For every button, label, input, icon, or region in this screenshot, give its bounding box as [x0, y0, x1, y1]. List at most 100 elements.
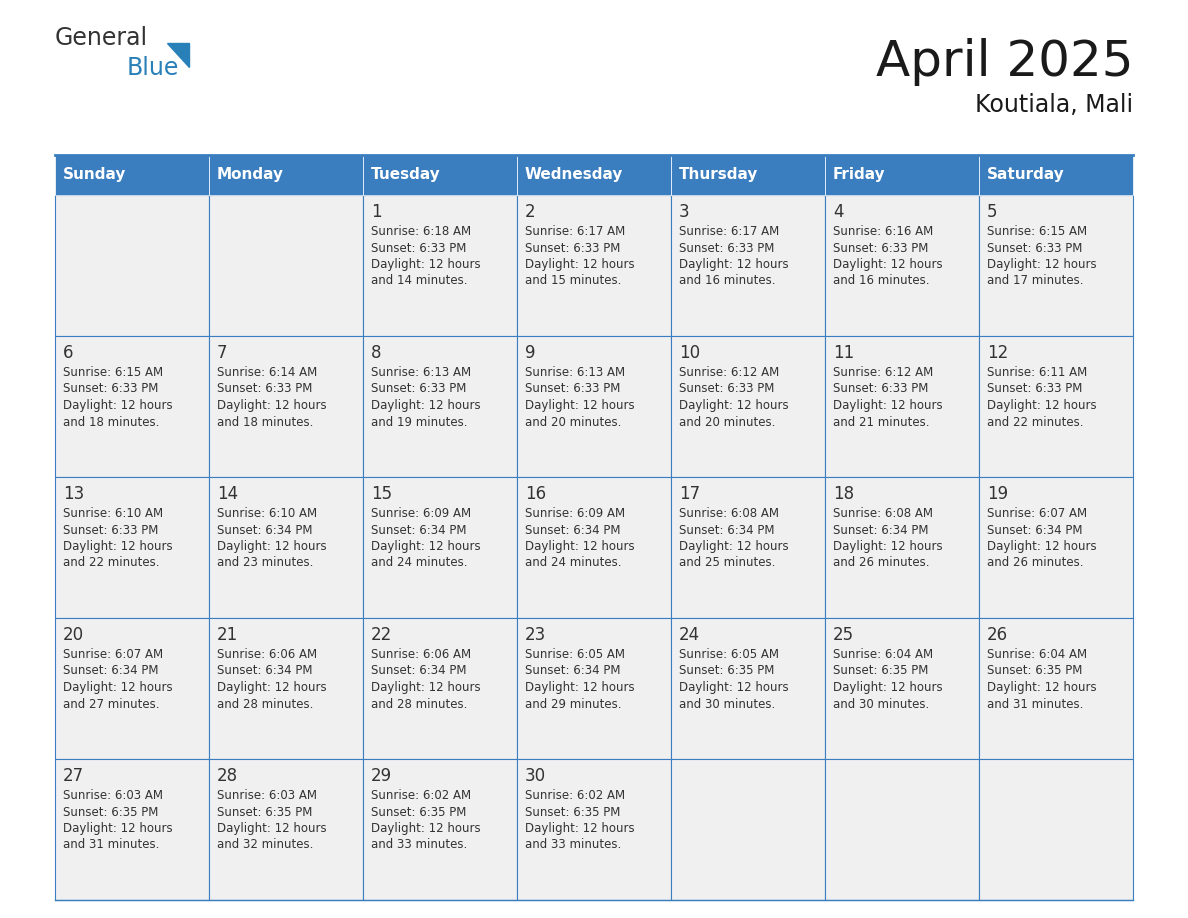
Bar [979, 155, 1133, 195]
Text: and 32 minutes.: and 32 minutes. [217, 838, 314, 852]
Text: Sunset: 6:33 PM: Sunset: 6:33 PM [525, 383, 620, 396]
Text: Sunset: 6:33 PM: Sunset: 6:33 PM [680, 383, 775, 396]
Text: Sunset: 6:33 PM: Sunset: 6:33 PM [987, 241, 1082, 254]
Text: Sunset: 6:34 PM: Sunset: 6:34 PM [525, 665, 620, 677]
Text: Monday: Monday [217, 167, 284, 183]
Text: Daylight: 12 hours: Daylight: 12 hours [680, 681, 789, 694]
Text: 8: 8 [371, 344, 381, 362]
Text: and 33 minutes.: and 33 minutes. [525, 838, 621, 852]
Text: and 15 minutes.: and 15 minutes. [525, 274, 621, 287]
Bar [824, 759, 979, 900]
Text: and 31 minutes.: and 31 minutes. [63, 838, 159, 852]
Bar [671, 618, 824, 759]
Text: 1: 1 [371, 203, 381, 221]
Text: April 2025: April 2025 [876, 38, 1133, 86]
Text: 9: 9 [525, 344, 536, 362]
Text: Sunrise: 6:13 AM: Sunrise: 6:13 AM [525, 366, 625, 379]
Text: 11: 11 [833, 344, 854, 362]
Text: Sunrise: 6:17 AM: Sunrise: 6:17 AM [680, 225, 779, 238]
Text: Daylight: 12 hours: Daylight: 12 hours [987, 258, 1097, 271]
Bar [824, 195, 979, 336]
Text: Tuesday: Tuesday [371, 167, 441, 183]
Text: and 18 minutes.: and 18 minutes. [217, 416, 314, 429]
Bar [671, 336, 824, 477]
Text: Daylight: 12 hours: Daylight: 12 hours [525, 681, 634, 694]
Text: 29: 29 [371, 767, 392, 785]
Text: Thursday: Thursday [680, 167, 758, 183]
Text: Daylight: 12 hours: Daylight: 12 hours [680, 399, 789, 412]
Bar [209, 618, 364, 759]
Bar [979, 477, 1133, 618]
Text: 19: 19 [987, 485, 1009, 503]
Text: 28: 28 [217, 767, 238, 785]
Bar [517, 336, 671, 477]
Text: and 24 minutes.: and 24 minutes. [525, 556, 621, 569]
Text: and 25 minutes.: and 25 minutes. [680, 556, 776, 569]
Bar [517, 477, 671, 618]
Text: 13: 13 [63, 485, 84, 503]
Text: Daylight: 12 hours: Daylight: 12 hours [371, 399, 481, 412]
Bar [209, 336, 364, 477]
Text: 23: 23 [525, 626, 546, 644]
Text: and 16 minutes.: and 16 minutes. [833, 274, 929, 287]
Text: Sunset: 6:34 PM: Sunset: 6:34 PM [987, 523, 1082, 536]
Text: Sunrise: 6:05 AM: Sunrise: 6:05 AM [680, 648, 779, 661]
Text: 30: 30 [525, 767, 546, 785]
Text: Sunrise: 6:11 AM: Sunrise: 6:11 AM [987, 366, 1087, 379]
Text: and 18 minutes.: and 18 minutes. [63, 416, 159, 429]
Text: Sunrise: 6:07 AM: Sunrise: 6:07 AM [63, 648, 163, 661]
Bar [824, 618, 979, 759]
Bar [824, 336, 979, 477]
Text: and 33 minutes.: and 33 minutes. [371, 838, 467, 852]
Text: Daylight: 12 hours: Daylight: 12 hours [987, 681, 1097, 694]
Text: Sunrise: 6:07 AM: Sunrise: 6:07 AM [987, 507, 1087, 520]
Text: Daylight: 12 hours: Daylight: 12 hours [833, 540, 942, 553]
Text: Daylight: 12 hours: Daylight: 12 hours [987, 540, 1097, 553]
Text: Sunset: 6:33 PM: Sunset: 6:33 PM [680, 241, 775, 254]
Text: and 22 minutes.: and 22 minutes. [987, 416, 1083, 429]
Text: 17: 17 [680, 485, 700, 503]
Text: 26: 26 [987, 626, 1009, 644]
Text: Sunrise: 6:02 AM: Sunrise: 6:02 AM [525, 789, 625, 802]
Text: Koutiala, Mali: Koutiala, Mali [975, 93, 1133, 117]
Text: Sunset: 6:33 PM: Sunset: 6:33 PM [525, 241, 620, 254]
Text: Daylight: 12 hours: Daylight: 12 hours [525, 822, 634, 835]
Text: Saturday: Saturday [987, 167, 1064, 183]
Text: Sunset: 6:33 PM: Sunset: 6:33 PM [63, 523, 158, 536]
Text: Sunset: 6:33 PM: Sunset: 6:33 PM [987, 383, 1082, 396]
Text: 12: 12 [987, 344, 1009, 362]
Bar [979, 336, 1133, 477]
Text: Daylight: 12 hours: Daylight: 12 hours [217, 681, 327, 694]
Text: Sunday: Sunday [63, 167, 126, 183]
Text: Sunrise: 6:02 AM: Sunrise: 6:02 AM [371, 789, 472, 802]
Text: Sunrise: 6:15 AM: Sunrise: 6:15 AM [63, 366, 163, 379]
Text: and 28 minutes.: and 28 minutes. [217, 698, 314, 711]
Text: Sunset: 6:34 PM: Sunset: 6:34 PM [833, 523, 929, 536]
Text: General: General [55, 26, 148, 50]
Text: Sunset: 6:35 PM: Sunset: 6:35 PM [833, 665, 928, 677]
Text: Daylight: 12 hours: Daylight: 12 hours [833, 681, 942, 694]
Text: and 27 minutes.: and 27 minutes. [63, 698, 159, 711]
Text: Sunrise: 6:17 AM: Sunrise: 6:17 AM [525, 225, 625, 238]
Text: 20: 20 [63, 626, 84, 644]
Bar [55, 195, 209, 336]
Text: Sunset: 6:34 PM: Sunset: 6:34 PM [371, 523, 467, 536]
Text: Daylight: 12 hours: Daylight: 12 hours [525, 540, 634, 553]
Text: Daylight: 12 hours: Daylight: 12 hours [371, 681, 481, 694]
Text: Sunrise: 6:04 AM: Sunrise: 6:04 AM [987, 648, 1087, 661]
Text: Daylight: 12 hours: Daylight: 12 hours [217, 399, 327, 412]
Text: Daylight: 12 hours: Daylight: 12 hours [680, 258, 789, 271]
Text: Sunset: 6:35 PM: Sunset: 6:35 PM [63, 805, 158, 819]
Text: Sunrise: 6:12 AM: Sunrise: 6:12 AM [833, 366, 934, 379]
Bar [55, 477, 209, 618]
Bar [979, 195, 1133, 336]
Bar [364, 336, 517, 477]
Bar [209, 477, 364, 618]
Text: Friday: Friday [833, 167, 885, 183]
Bar [55, 618, 209, 759]
Text: Daylight: 12 hours: Daylight: 12 hours [371, 540, 481, 553]
Text: 21: 21 [217, 626, 239, 644]
Bar [55, 336, 209, 477]
Text: and 20 minutes.: and 20 minutes. [525, 416, 621, 429]
Text: and 14 minutes.: and 14 minutes. [371, 274, 468, 287]
